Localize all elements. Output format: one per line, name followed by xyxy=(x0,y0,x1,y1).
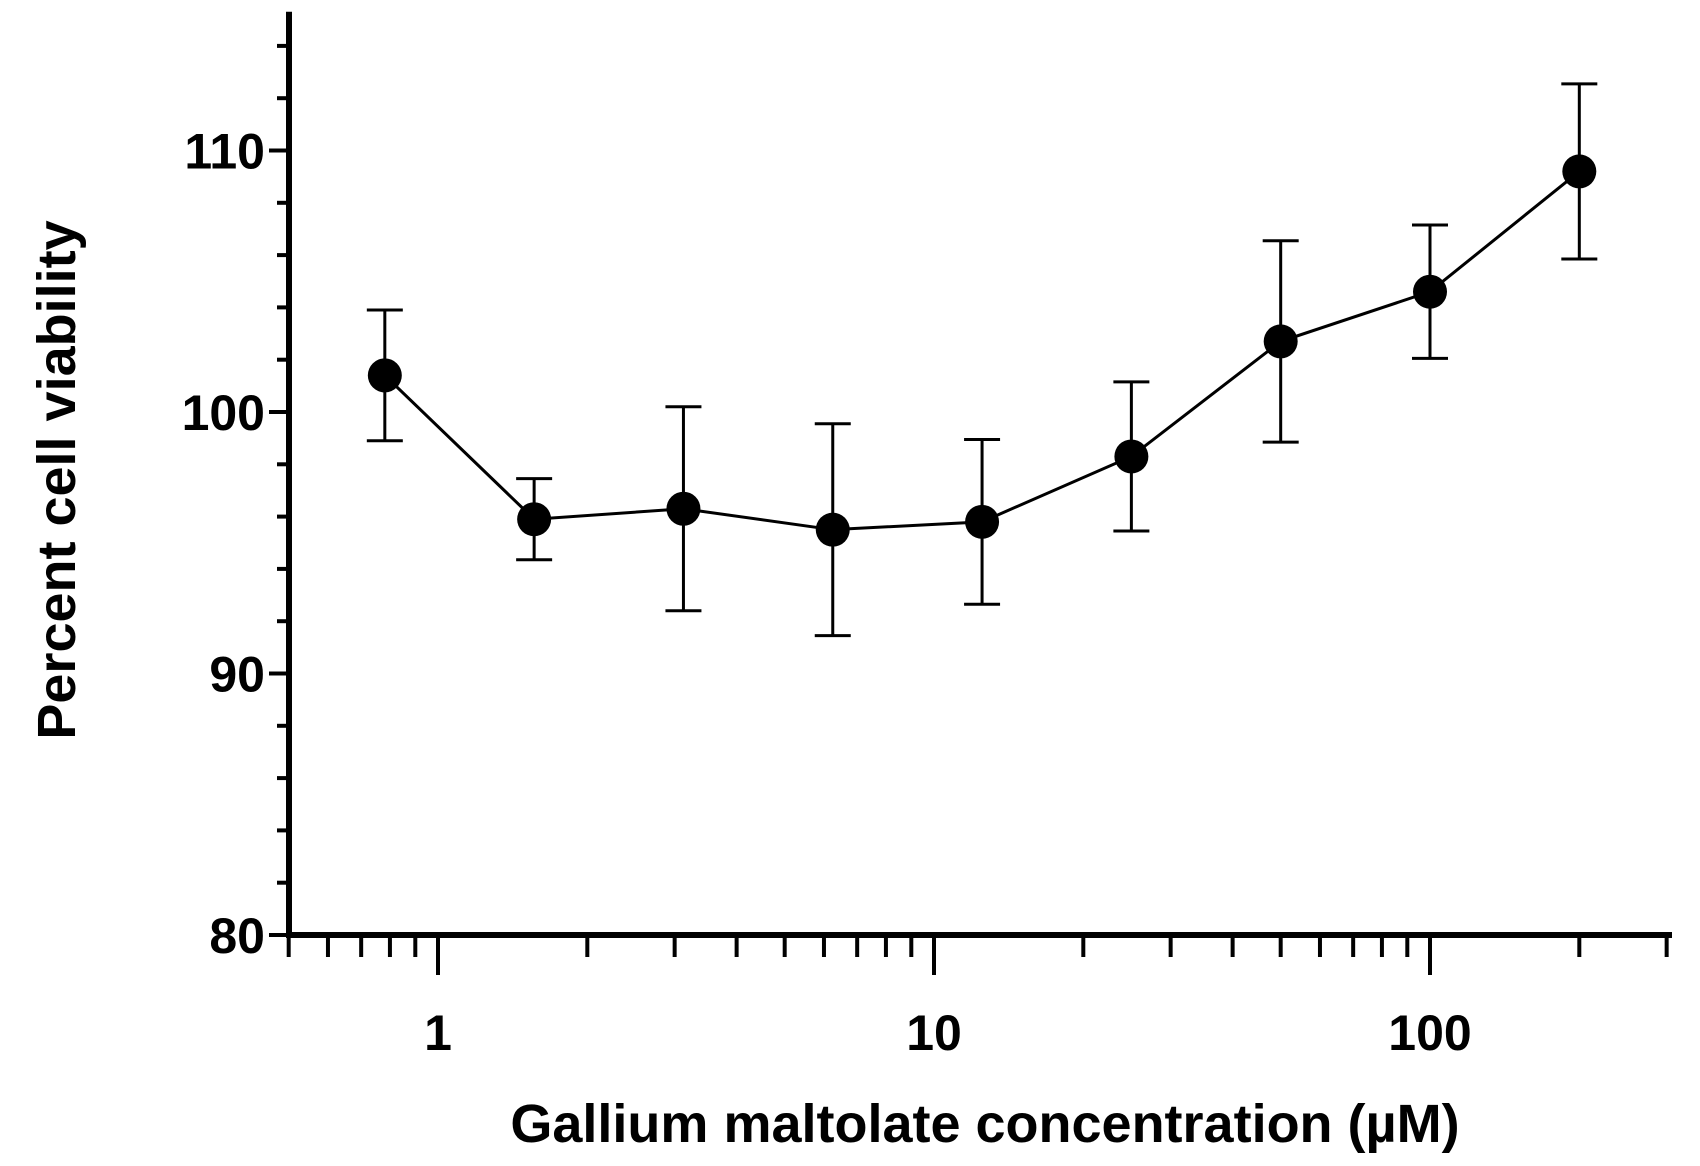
data-marks xyxy=(366,82,1598,638)
y-tick-label: 100 xyxy=(182,385,265,441)
y-tick-label: 110 xyxy=(184,124,265,180)
data-point xyxy=(666,491,701,526)
x-axis-title: Gallium maltolate concentration (µM) xyxy=(510,1094,1459,1154)
data-point xyxy=(517,502,552,537)
data-point xyxy=(1114,439,1149,474)
y-axis-title: Percent cell viability xyxy=(27,220,87,739)
y-tick-label: 90 xyxy=(209,647,265,703)
data-point xyxy=(1263,324,1298,359)
data-point xyxy=(815,512,850,547)
y-tick-label: 80 xyxy=(209,908,265,964)
data-point xyxy=(1413,274,1447,309)
x-tick-label: 10 xyxy=(906,1005,962,1061)
data-point xyxy=(965,504,1000,539)
x-tick-label: 100 xyxy=(1388,1005,1471,1061)
data-point xyxy=(1562,154,1597,189)
data-point xyxy=(367,358,402,393)
x-tick-label: 1 xyxy=(424,1005,452,1061)
